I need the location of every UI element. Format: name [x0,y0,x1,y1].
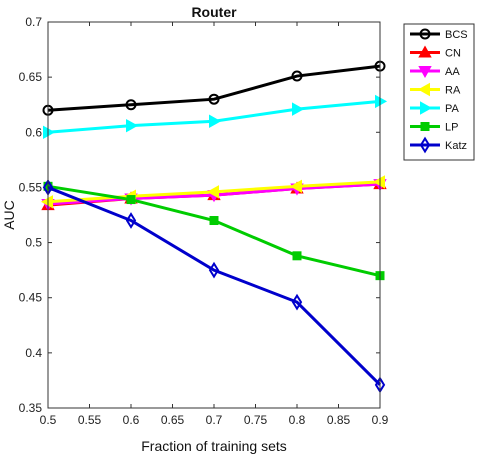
legend-label: CN [445,48,461,60]
series-pa [43,94,388,139]
data-point-katz-marker [208,261,220,279]
data-point-bcs-marker [208,93,220,105]
data-point-lp-marker [292,251,302,261]
y-axis-title: AUC [1,200,17,230]
legend-swatch-marker [419,28,431,40]
data-point-katz-marker [291,293,303,311]
legend-entry-pa: PA [410,101,460,115]
y-tick-label: 0.65 [19,70,43,84]
series-line-katz [47,186,382,386]
data-point-ra-marker [206,185,219,199]
series-katz [42,179,386,394]
data-point-pa-marker [292,102,305,116]
legend-entry-ra: RA [410,82,461,97]
legend-entry-katz: Katz [410,136,467,154]
legend-label: LP [445,122,458,134]
legend-entry-lp: LP [410,122,458,134]
y-tick-label: 0.7 [25,15,42,29]
legend-swatch-marker [417,82,430,97]
data-point-katz-marker [125,212,137,229]
x-tick-label: 0.7 [206,413,223,427]
legend-label: Katz [445,140,467,152]
legend-swatch-marker [419,136,431,154]
x-tick-label: 0.5 [40,413,57,427]
x-tick-label: 0.75 [244,413,268,427]
plot-area [48,22,380,408]
data-point-pa-marker [209,114,222,128]
legend-swatch-marker [418,45,432,58]
legend-label: BCS [445,29,468,41]
data-point-ra-marker [289,179,302,194]
x-tick-label: 0.85 [327,413,351,427]
y-tick-label: 0.4 [25,346,42,360]
y-tick-label: 0.45 [19,291,43,305]
legend-swatch-marker [420,122,430,131]
data-point-lp-marker [209,216,219,226]
data-point-bcs-marker [125,99,137,111]
data-point-lp-marker [126,195,136,205]
legend: BCS CN AA RA PA LP Katz [403,23,475,161]
y-tick-label: 0.55 [19,180,43,194]
x-tick-label: 0.6 [123,413,140,427]
legend-label: RA [445,85,461,97]
x-axis-title: Fraction of training sets [141,438,287,454]
chart-title: Router [191,4,237,20]
y-tick-label: 0.6 [25,125,42,139]
data-point-bcs-marker [291,70,303,82]
plot-frame [47,21,381,409]
legend-label: AA [445,66,460,78]
x-tick-label: 0.55 [78,413,102,427]
y-tick-label: 0.35 [19,401,43,415]
x-tick-label: 0.9 [372,413,389,427]
legend-swatch-marker [420,101,433,115]
legend-entry-cn: CN [410,45,461,60]
series-line-bcs [47,64,381,112]
legend-entry-bcs: BCS [410,28,468,41]
data-point-pa-marker [126,118,139,133]
legend-label: PA [445,103,460,115]
x-tick-label: 0.8 [289,413,306,427]
legend-entry-aa: AA [410,66,460,79]
axis-ticks: 0.5 0.55 0.6 0.65 0.7 0.75 0.8 0.85 0.9 0.35 0.4 0.… [19,15,389,427]
legend-swatch-marker [418,66,432,79]
x-tick-label: 0.65 [161,413,185,427]
y-tick-label: 0.5 [25,236,42,250]
legend-box [403,23,475,161]
